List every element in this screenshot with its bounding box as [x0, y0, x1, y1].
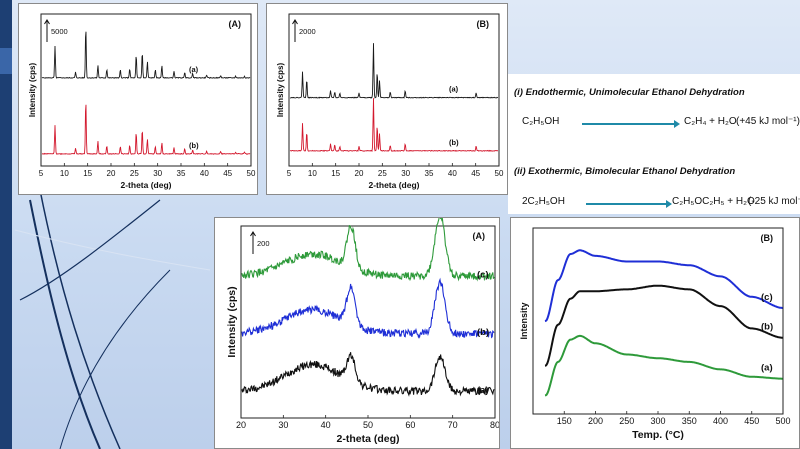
- plot-frame: [288, 13, 500, 167]
- plot-frame: [532, 227, 784, 415]
- x-tick-label: 30: [278, 420, 288, 430]
- series-line: [241, 277, 495, 339]
- series-line: [241, 352, 495, 397]
- x-tick-label: 5: [287, 169, 292, 178]
- x-axis-label: Temp. (°C): [632, 429, 684, 441]
- scale-bar-label: 200: [257, 239, 270, 248]
- series-label: (b): [449, 138, 459, 147]
- scale-bar-arrow: [292, 19, 298, 25]
- scale-bar-arrow: [250, 231, 256, 237]
- x-tick-label: 20: [107, 169, 116, 178]
- x-tick-label: 150: [557, 416, 572, 426]
- series-line: [289, 98, 498, 152]
- x-tick-label: 20: [236, 420, 246, 430]
- x-tick-label: 45: [223, 169, 232, 178]
- x-tick-label: 40: [448, 169, 457, 178]
- xrd-panel-b: 5 10 15 20 25 30 35 40 45 50 2-theta (deg) Intensit…: [266, 3, 508, 195]
- x-tick-label: 70: [448, 420, 458, 430]
- xrd-chart-a: 5 10 15 20 25 30 35 40 45 50 2-theta (deg) Intensit…: [28, 13, 256, 190]
- x-tick-label: 400: [713, 416, 728, 426]
- reaction-2-arrow: [586, 200, 672, 207]
- series-label: (b): [189, 141, 199, 150]
- x-tick-label: 50: [247, 169, 256, 178]
- reaction-1-energy: (+45 kJ mol⁻¹): [736, 116, 800, 127]
- left-accent-highlight: [0, 48, 12, 74]
- series-line: [241, 218, 495, 282]
- series-line: [290, 43, 499, 99]
- series-label: (a): [189, 65, 199, 74]
- panel-label: (B): [761, 233, 774, 243]
- x-tick-label: 10: [60, 169, 69, 178]
- series-label: (a): [761, 363, 773, 374]
- reaction-2-products: C₂H₅OC₂H₅ + H₂O: [672, 196, 755, 207]
- x-tick-label: 20: [355, 169, 364, 178]
- reaction-1-reactant: C₂H₅OH: [522, 116, 560, 127]
- x-axis-label: 2-theta (deg): [369, 180, 420, 190]
- x-tick-label: 80: [490, 420, 500, 430]
- panel-label: (B): [477, 19, 490, 29]
- series-line: [544, 249, 783, 323]
- panel-label: (A): [229, 19, 242, 29]
- reaction-1-products: C₂H₄ + H₂O: [684, 116, 737, 127]
- left-accent-band: [0, 0, 12, 449]
- series-line: [544, 284, 783, 367]
- x-axis-label: 2-theta (deg): [337, 433, 400, 445]
- x-tick-label: 15: [331, 169, 340, 178]
- x-tick-label: 350: [682, 416, 697, 426]
- panel-label: (A): [473, 231, 486, 241]
- xrd-chart-c: 20 30 40 50 60 70 80 2-theta (deg) Intensity (cp…: [226, 218, 500, 445]
- x-tick-label: 300: [650, 416, 665, 426]
- x-tick-label: 45: [471, 169, 480, 178]
- x-tick-label: 500: [775, 416, 790, 426]
- tpd-chart: 150 200 250 300 350 400 450 500 Temp. (°C) Intens…: [519, 227, 791, 441]
- tpd-panel: 150 200 250 300 350 400 450 500 Temp. (°C) Intens…: [510, 217, 800, 449]
- reaction-1-arrow: [582, 120, 680, 127]
- x-tick-label: 10: [308, 169, 317, 178]
- xrd-panel-c: 20 30 40 50 60 70 80 2-theta (deg) Intensity (cp…: [214, 217, 500, 449]
- x-tick-label: 50: [363, 420, 373, 430]
- series-label: (a): [477, 385, 489, 396]
- x-tick-label: 30: [153, 169, 162, 178]
- reaction-2-reactant: 2C₂H₅OH: [522, 196, 565, 207]
- x-tick-label: 200: [588, 416, 603, 426]
- series-line: [41, 31, 251, 79]
- series-label: (b): [761, 322, 773, 333]
- x-tick-label: 40: [321, 420, 331, 430]
- series-label: (a): [449, 85, 459, 94]
- xrd-panel-a: 5 10 15 20 25 30 35 40 45 50 2-theta (deg) Intensit…: [18, 3, 258, 195]
- reaction-1-title: (i) Endothermic, Unimolecular Ethanol De…: [514, 87, 745, 98]
- plot-frame: [40, 13, 252, 167]
- series-line: [544, 334, 783, 397]
- y-axis-label: Intensity (cps): [276, 63, 285, 118]
- x-tick-label: 25: [378, 169, 387, 178]
- scale-bar-label: 2000: [299, 27, 316, 36]
- series-line: [41, 104, 251, 155]
- x-tick-label: 250: [619, 416, 634, 426]
- series-label: (c): [477, 270, 489, 281]
- scale-bar-arrow: [44, 19, 50, 25]
- xrd-chart-b: 5 10 15 20 25 30 35 40 45 50 2-theta (deg) Intensit…: [276, 13, 504, 190]
- x-tick-label: 5: [39, 169, 44, 178]
- x-tick-label: 30: [401, 169, 410, 178]
- reaction-2-energy: (-25 kJ mol⁻¹): [748, 196, 800, 207]
- y-axis-label: Intensity: [519, 302, 529, 339]
- x-tick-label: 35: [425, 169, 434, 178]
- x-tick-label: 25: [130, 169, 139, 178]
- y-axis-label: Intensity (cps): [226, 286, 238, 357]
- x-tick-label: 35: [177, 169, 186, 178]
- x-tick-label: 15: [83, 169, 92, 178]
- series-label: (c): [761, 292, 773, 303]
- y-axis-label: Intensity (cps): [28, 63, 37, 118]
- x-tick-label: 40: [200, 169, 209, 178]
- scale-bar-label: 5000: [51, 27, 68, 36]
- reaction-panel: (i) Endothermic, Unimolecular Ethanol De…: [508, 74, 800, 214]
- reaction-2-title: (ii) Exothermic, Bimolecular Ethanol Deh…: [514, 166, 736, 177]
- x-axis-label: 2-theta (deg): [121, 180, 172, 190]
- x-tick-label: 450: [744, 416, 759, 426]
- x-tick-label: 50: [495, 169, 504, 178]
- x-tick-label: 60: [405, 420, 415, 430]
- series-label: (b): [477, 327, 489, 338]
